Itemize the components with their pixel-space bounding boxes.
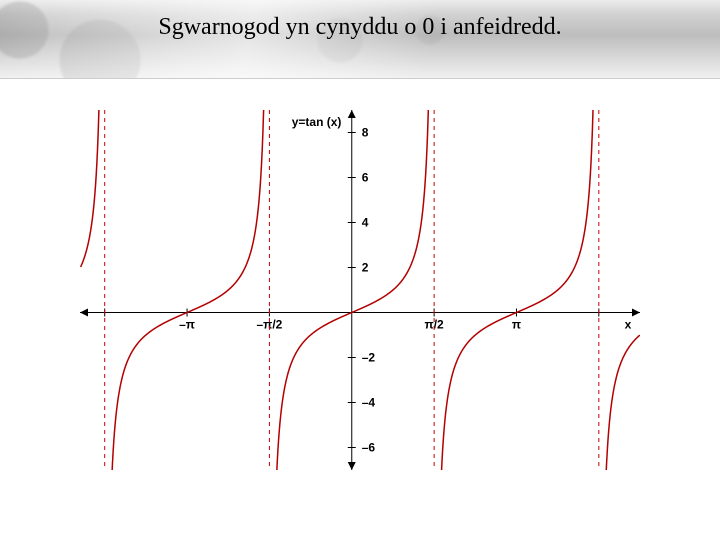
header-band: Sgwarnogod yn cynyddu o 0 i anfeidredd.: [0, 0, 720, 79]
tan-chart: –6–4–22468–π–π/2π/2πxy=tan (x): [80, 110, 640, 470]
svg-text:x: x: [625, 318, 632, 332]
svg-text:y=tan (x): y=tan (x): [292, 115, 342, 129]
svg-text:6: 6: [362, 171, 369, 185]
svg-text:–6: –6: [362, 441, 376, 455]
svg-text:–π: –π: [179, 318, 195, 332]
page-title: Sgwarnogod yn cynyddu o 0 i anfeidredd.: [0, 14, 720, 41]
svg-text:π: π: [512, 318, 521, 332]
tan-chart-svg: –6–4–22468–π–π/2π/2πxy=tan (x): [80, 110, 640, 470]
svg-text:–2: –2: [362, 351, 376, 365]
svg-text:4: 4: [362, 216, 369, 230]
svg-text:–4: –4: [362, 396, 376, 410]
svg-text:8: 8: [362, 126, 369, 140]
svg-text:2: 2: [362, 261, 369, 275]
